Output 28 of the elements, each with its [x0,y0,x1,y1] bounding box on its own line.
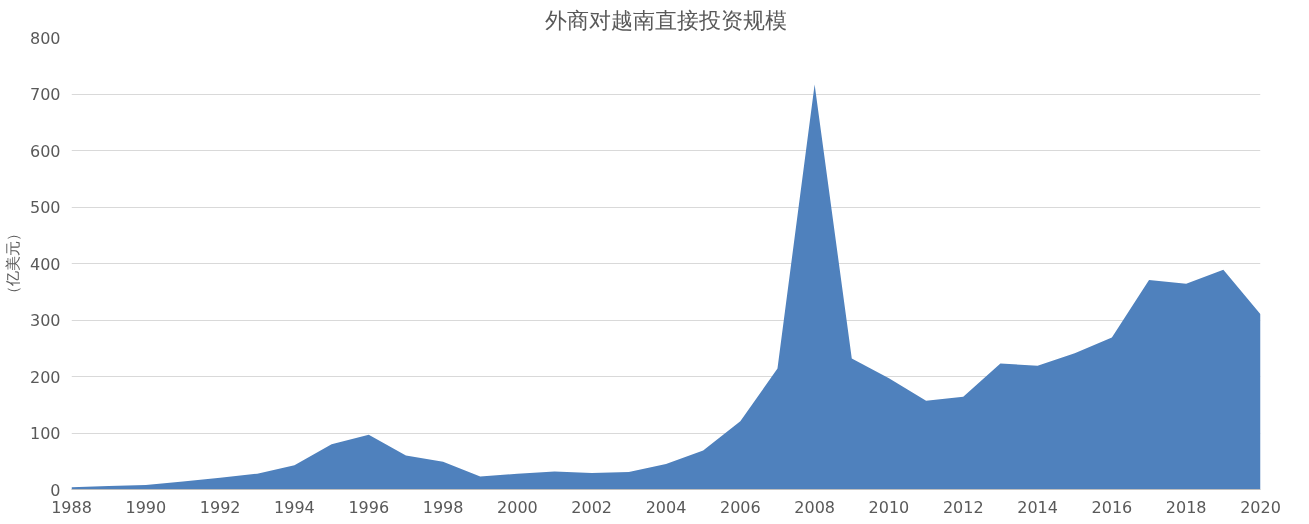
x-tick-label: 1996 [348,497,390,517]
x-tick-label: 1990 [125,497,167,517]
y-tick-label: 400 [29,254,61,274]
y-tick-label: 500 [29,198,61,217]
x-tick-label: 2020 [1240,497,1281,517]
x-tick-label: 1992 [199,497,241,517]
x-tick-label: 1988 [51,497,92,517]
y-tick-label: 100 [29,424,61,443]
x-tick-label: 2018 [1165,497,1207,517]
y-tick-label: 600 [29,141,61,161]
x-tick-label: 1994 [274,497,315,517]
chart-title: 外商对越南直接投资规模 [545,7,787,33]
x-tick-label: 2016 [1091,497,1133,517]
x-tick-label: 1998 [422,497,464,517]
x-tick-label: 2012 [942,497,984,517]
y-tick-label: 700 [29,85,61,104]
y-tick-label: 0 [50,480,61,500]
x-tick-label: 2006 [719,497,761,517]
x-tick-label: 2004 [645,497,687,517]
x-tick-label: 2002 [571,497,613,517]
y-tick-label: 300 [29,311,61,330]
x-tick-label: 2008 [794,497,835,517]
x-tick-label: 2014 [1017,497,1058,517]
x-tick-label: 2000 [497,497,538,517]
y-tick-label: 200 [29,367,61,387]
y-tick-label: 800 [29,28,61,48]
x-tick-label: 2010 [868,497,910,517]
y-axis-title: （亿美元） [3,226,22,301]
